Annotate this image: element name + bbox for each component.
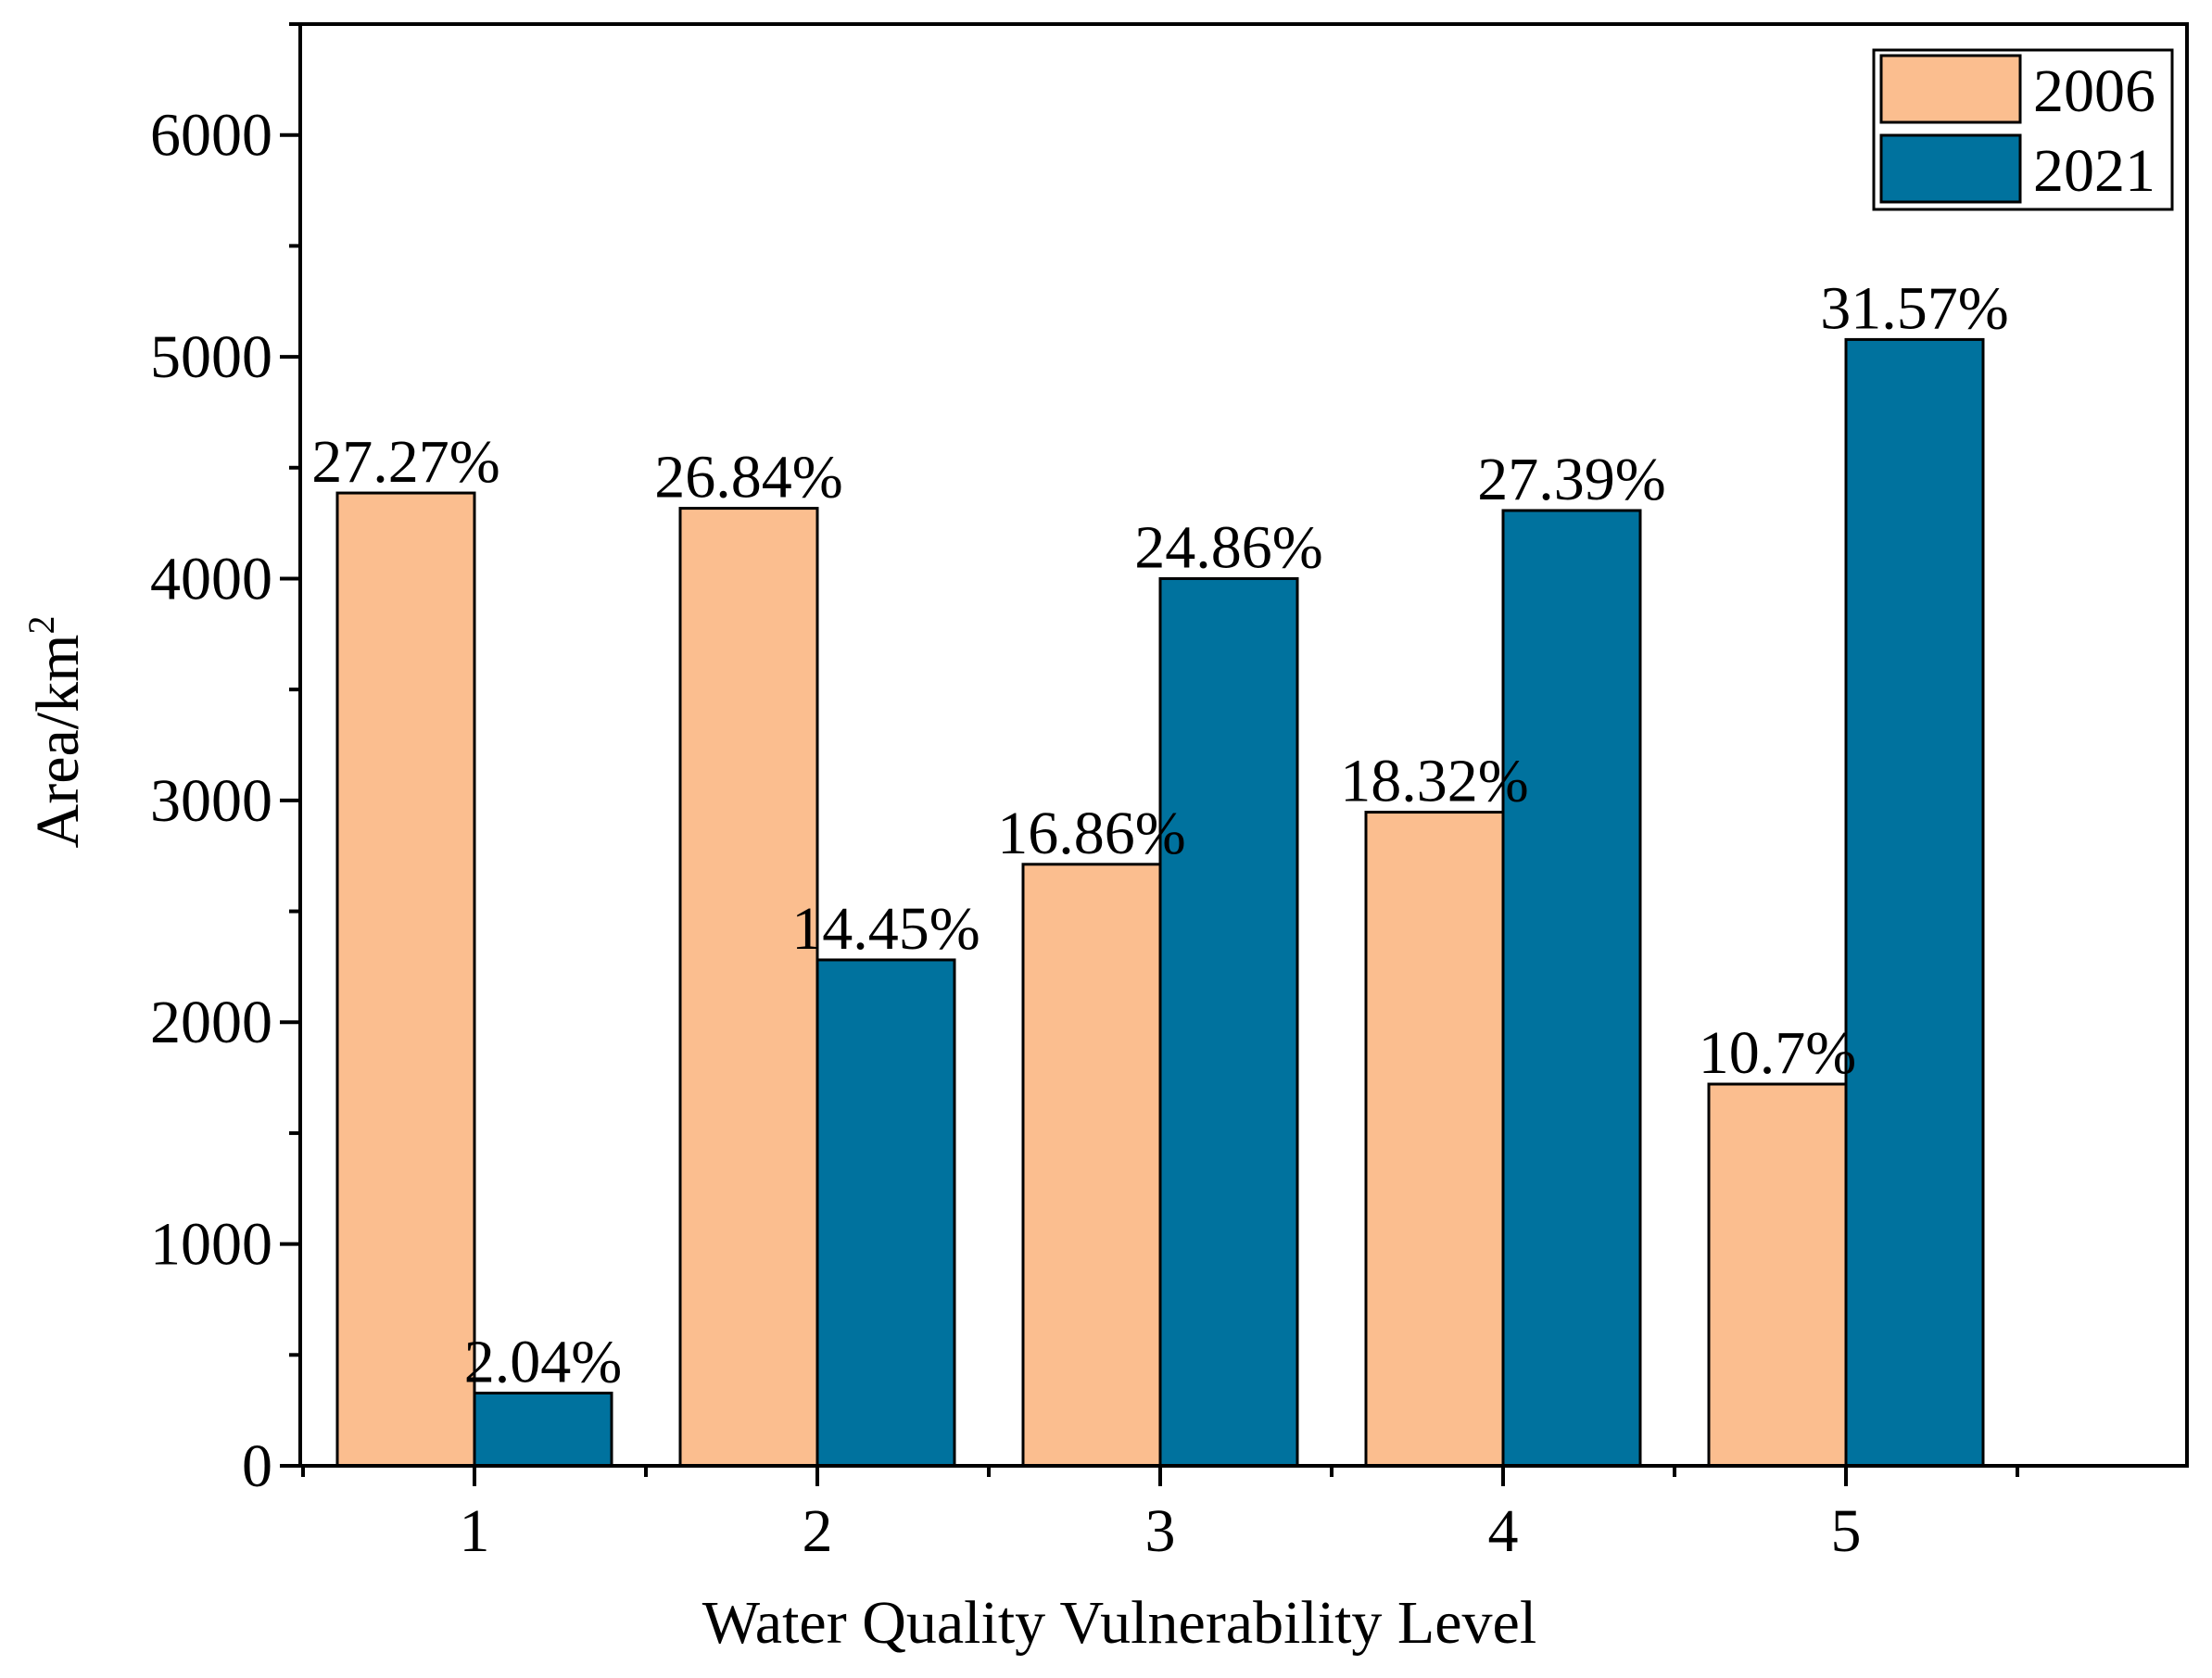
plot-frame xyxy=(298,22,2189,1468)
data-label-2021-level-3: 24.86% xyxy=(1134,513,1322,581)
data-label-2006-level-2: 26.84% xyxy=(654,444,842,511)
y-axis-title-superscript: 2 xyxy=(20,616,62,635)
y-tick-label-1000: 1000 xyxy=(150,1211,272,1279)
y-tick-label-2000: 2000 xyxy=(150,989,272,1056)
y-axis-title-base: Area/km xyxy=(24,635,92,849)
y-tick-label-0: 0 xyxy=(242,1432,272,1500)
data-label-2006-level-5: 10.7% xyxy=(1699,1019,1856,1087)
bar-2006-level-3 xyxy=(1021,863,1162,1468)
bar-2021-level-4 xyxy=(1501,509,1642,1468)
data-label-2021-level-1: 2.04% xyxy=(464,1328,622,1395)
y-tick-label-6000: 6000 xyxy=(150,102,272,170)
bar-2021-level-3 xyxy=(1158,576,1299,1468)
axes-layer: 0 1000 2000 3000 4000 5000 6000 1 2 3 4 5 xyxy=(150,22,2189,1565)
legend-label-2021: 2021 xyxy=(2033,137,2155,205)
data-label-2021-level-2: 14.45% xyxy=(791,895,980,963)
bar-2006-level-1 xyxy=(335,491,476,1468)
x-tick-label-3: 3 xyxy=(1145,1497,1176,1565)
x-tick-label-5: 5 xyxy=(1831,1497,1862,1565)
data-label-2006-level-1: 27.27% xyxy=(311,428,499,496)
y-axis-title: Area/km2 xyxy=(20,616,92,849)
bar-2021-level-1 xyxy=(473,1391,613,1468)
y-tick-label-5000: 5000 xyxy=(150,323,272,391)
bar-2006-level-2 xyxy=(678,507,819,1468)
data-label-2006-level-4: 18.32% xyxy=(1340,748,1528,815)
x-tick-label-1: 1 xyxy=(460,1497,490,1565)
bar-2006-level-4 xyxy=(1364,811,1505,1468)
bars-layer xyxy=(335,337,1985,1468)
data-label-2021-level-5: 31.57% xyxy=(1820,274,2008,342)
y-tick-label-3000: 3000 xyxy=(150,767,272,835)
data-label-2021-level-4: 27.39% xyxy=(1477,446,1665,513)
data-label-2006-level-3: 16.86% xyxy=(997,800,1185,867)
bar-2021-level-2 xyxy=(815,958,956,1468)
bar-2006-level-5 xyxy=(1707,1082,1848,1468)
legend: 2006 2021 xyxy=(1872,48,2174,211)
legend-label-2006: 2006 xyxy=(2033,57,2155,125)
legend-swatch-2021 xyxy=(1879,133,2022,204)
x-tick-label-2: 2 xyxy=(803,1497,833,1565)
legend-swatch-2006 xyxy=(1879,54,2022,124)
bar-2021-level-5 xyxy=(1844,337,1985,1468)
x-tick-label-4: 4 xyxy=(1488,1497,1519,1565)
x-axis-title: Water Quality Vulnerability Level xyxy=(702,1589,1536,1657)
y-tick-label-4000: 4000 xyxy=(150,545,272,612)
data-labels-layer: 27.27% 2.04% 26.84% 14.45% 16.86% 24.86% 18.32… xyxy=(311,274,2008,1395)
